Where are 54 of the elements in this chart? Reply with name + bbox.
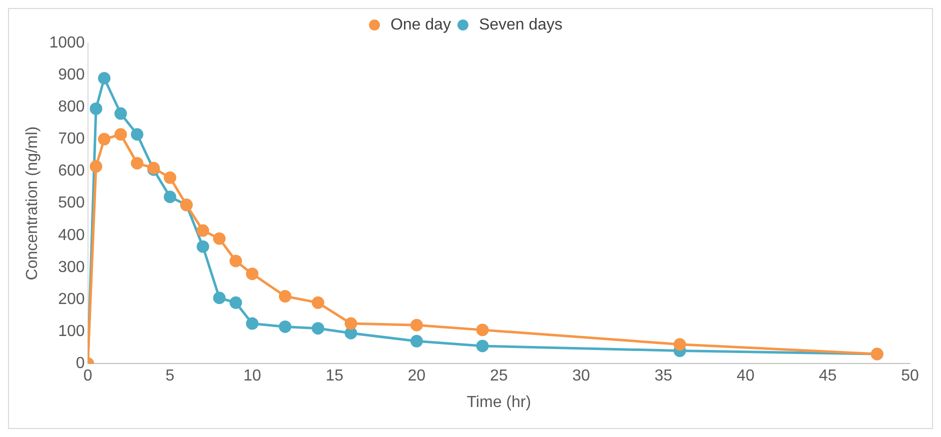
x-tick-label: 5 — [166, 368, 175, 385]
y-tick-label: 200 — [58, 290, 85, 308]
point — [278, 320, 292, 333]
point — [230, 296, 242, 309]
x-tick-label: 30 — [572, 368, 590, 385]
x-tick-label: 25 — [490, 368, 508, 385]
point — [196, 224, 210, 237]
point — [130, 156, 144, 170]
x-tick-label: 45 — [818, 368, 837, 385]
y-tick-label: 900 — [58, 66, 85, 84]
y-tick-label: 500 — [58, 194, 85, 212]
point — [90, 160, 102, 173]
point — [164, 171, 176, 184]
y-tick-label: 1000 — [49, 34, 85, 52]
x-tick-label: 15 — [326, 368, 344, 385]
point — [213, 292, 226, 304]
point — [213, 232, 226, 245]
point — [164, 190, 176, 204]
legend-label: Seven days — [478, 16, 563, 34]
point — [196, 240, 210, 253]
point — [230, 254, 242, 268]
y-tick-label: 700 — [58, 130, 85, 148]
x-axis-title: Time (hr) — [466, 394, 532, 411]
point — [246, 268, 258, 280]
point — [98, 132, 110, 146]
x-tick-label: 10 — [243, 368, 262, 385]
x-tick-label: 40 — [736, 368, 755, 385]
x-tick-label: 20 — [408, 368, 426, 385]
y-tick-label: 600 — [58, 162, 85, 180]
point — [278, 290, 292, 303]
y-tick-label: 300 — [58, 258, 85, 276]
point — [90, 102, 102, 115]
y-tick-label: 800 — [58, 98, 85, 116]
point — [98, 72, 110, 85]
y-tick-label: 400 — [58, 226, 85, 244]
y-tick-label: 100 — [58, 322, 85, 340]
point — [312, 296, 324, 309]
point — [344, 317, 358, 330]
point — [410, 318, 423, 332]
point — [114, 128, 127, 141]
point — [130, 128, 144, 141]
point — [674, 338, 686, 351]
point — [312, 322, 324, 335]
point — [410, 334, 423, 348]
x-tick-label: 35 — [654, 368, 672, 385]
y-axis-title: Concentration (ng/ml) — [24, 126, 42, 280]
point — [476, 324, 489, 336]
point — [246, 317, 258, 330]
x-tick-label: 50 — [901, 368, 919, 385]
point — [114, 107, 127, 120]
point — [344, 326, 358, 340]
legend-label: One day — [390, 16, 451, 34]
y-tick-label: 0 — [76, 355, 85, 372]
point — [476, 340, 489, 352]
